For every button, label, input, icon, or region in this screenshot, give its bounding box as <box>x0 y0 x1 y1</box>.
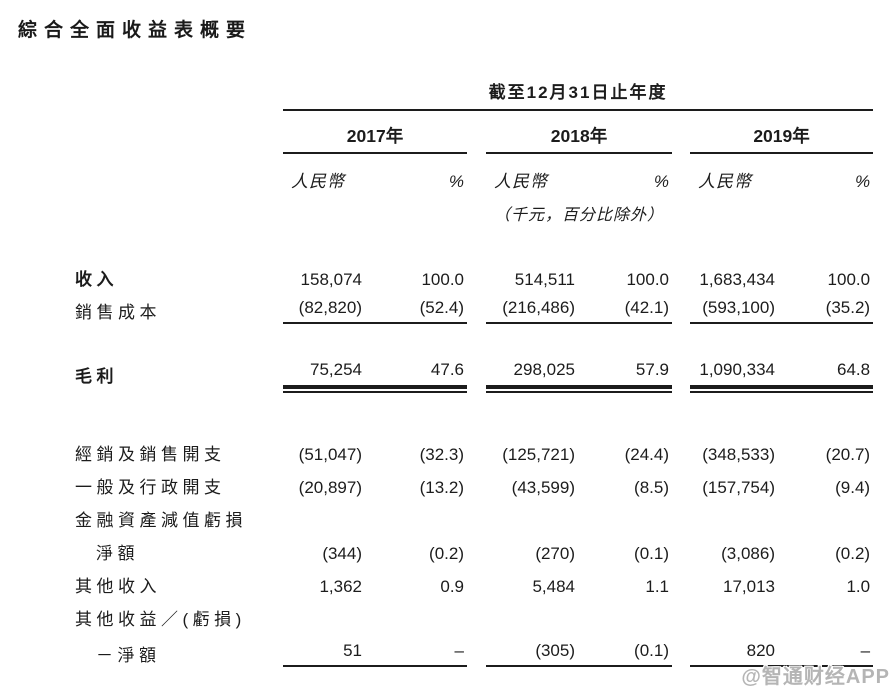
row-label: 經銷及銷售開支 <box>75 445 226 464</box>
period-header-row: 截至12月31日止年度 <box>75 78 874 111</box>
cell: 51 <box>283 630 365 667</box>
cell: 0.9 <box>440 577 464 596</box>
cell: – <box>778 630 874 667</box>
period-header: 截至12月31日止年度 <box>283 78 874 111</box>
table-row-distribution-selling: 經銷及銷售開支 (51,047) (32.3) (125,721) (24.4)… <box>75 432 873 465</box>
cell: 1.0 <box>846 577 871 596</box>
table-row-other-income: 其他收入 1,362 0.9 5,484 1.1 17,013 1.0 <box>75 564 873 597</box>
cell: 5,484 <box>532 577 575 596</box>
cell: 1,090,334 <box>690 343 778 389</box>
income-statement-table: 截至12月31日止年度 2017年 2018年 2019年 人民幣 % 人民幣 … <box>75 78 874 667</box>
cell: (32.3) <box>419 445 464 464</box>
cell: (0.1) <box>634 544 669 563</box>
cell: (0.2) <box>835 544 871 563</box>
pct-label-2017: % <box>448 172 465 191</box>
page-title: 綜合全面收益表概要 <box>18 20 253 41</box>
year-2017: 2017年 <box>283 110 467 154</box>
table-row-impairment-net: 淨額 (344) (0.2) (270) (0.1) (3,086) (0.2) <box>75 531 873 564</box>
cell: (125,721) <box>502 445 575 464</box>
table-row-revenue: 收入 158,074 100.0 514,511 100.0 1,683,434… <box>75 257 873 290</box>
cell: (82,820) <box>283 290 365 324</box>
cell: (157,754) <box>702 478 775 497</box>
cell: 158,074 <box>300 270 362 289</box>
currency-label-2018: 人民幣 <box>494 172 548 191</box>
subheader-row: 人民幣 % 人民幣 % 人民幣 % <box>75 153 873 192</box>
cell: (348,533) <box>702 445 775 464</box>
cell: (216,486) <box>486 290 578 324</box>
cell: (20.7) <box>825 445 871 464</box>
row-label: 其他收入 <box>75 577 161 596</box>
cell: 100.0 <box>827 270 871 289</box>
cell: 17,013 <box>723 577 775 596</box>
cell: 75,254 <box>283 343 365 389</box>
cell: (0.2) <box>429 544 464 563</box>
cell: 47.6 <box>365 343 467 389</box>
watermark: @智通财经APP <box>741 666 890 688</box>
cell: (3,086) <box>721 544 775 563</box>
cell: 1,683,434 <box>699 270 775 289</box>
row-label: 其他收益／(虧損) <box>75 610 246 629</box>
row-label: 毛利 <box>75 367 118 386</box>
pct-label-2018: % <box>653 172 670 191</box>
double-rule-row <box>75 387 874 393</box>
row-label: 銷售成本 <box>75 303 161 322</box>
cell: (0.1) <box>578 630 672 667</box>
cell: 1.1 <box>645 577 669 596</box>
cell: (344) <box>322 544 362 563</box>
row-label: 金融資產減值虧損 <box>75 511 247 530</box>
cell: 100.0 <box>626 270 669 289</box>
row-label: －淨額 <box>96 646 161 665</box>
cell: (8.5) <box>634 478 669 497</box>
table-row-other-gains-label: 其他收益／(虧損) <box>75 597 873 630</box>
cell: (52.4) <box>365 290 467 324</box>
cell: 64.8 <box>778 343 874 389</box>
cell: (593,100) <box>690 290 778 324</box>
cell: 298,025 <box>486 343 578 389</box>
cell: (42.1) <box>578 290 672 324</box>
cell: (305) <box>486 630 578 667</box>
cell: (270) <box>535 544 575 563</box>
currency-label-2017: 人民幣 <box>291 172 345 191</box>
table-row-gross-profit: 毛利 75,254 47.6 298,025 57.9 1,090,334 64… <box>75 343 874 389</box>
cell: 57.9 <box>578 343 672 389</box>
row-label: 一般及行政開支 <box>75 478 226 497</box>
cell: (43,599) <box>511 478 575 497</box>
pct-label-2019: % <box>854 172 872 191</box>
cell: 820 <box>690 630 778 667</box>
row-label: 淨額 <box>96 544 139 563</box>
year-2018: 2018年 <box>486 110 672 154</box>
cell: 514,511 <box>514 270 575 289</box>
cell: 100.0 <box>421 270 464 289</box>
table-row-cost-of-sales: 銷售成本 (82,820) (52.4) (216,486) (42.1) (5… <box>75 290 874 324</box>
cell: (35.2) <box>778 290 874 324</box>
cell: – <box>365 630 467 667</box>
table-row-other-gains-net: －淨額 51 – (305) (0.1) 820 – <box>75 630 874 667</box>
cell: (51,047) <box>298 445 362 464</box>
unit-note: （千元，百分比除外） <box>493 207 664 224</box>
unit-note-row: （千元，百分比除外） <box>75 192 873 225</box>
cell: (24.4) <box>624 445 669 464</box>
currency-label-2019: 人民幣 <box>698 172 752 191</box>
row-label: 收入 <box>75 270 118 289</box>
year-header-row: 2017年 2018年 2019年 <box>75 110 874 154</box>
year-2019: 2019年 <box>690 110 874 154</box>
table-row-impairment-label: 金融資產減值虧損 <box>75 498 873 531</box>
cell: (9.4) <box>835 478 871 497</box>
table-row-general-admin: 一般及行政開支 (20,897) (13.2) (43,599) (8.5) (… <box>75 465 873 498</box>
cell: (20,897) <box>298 478 362 497</box>
cell: (13.2) <box>419 478 464 497</box>
cell: 1,362 <box>319 577 362 596</box>
